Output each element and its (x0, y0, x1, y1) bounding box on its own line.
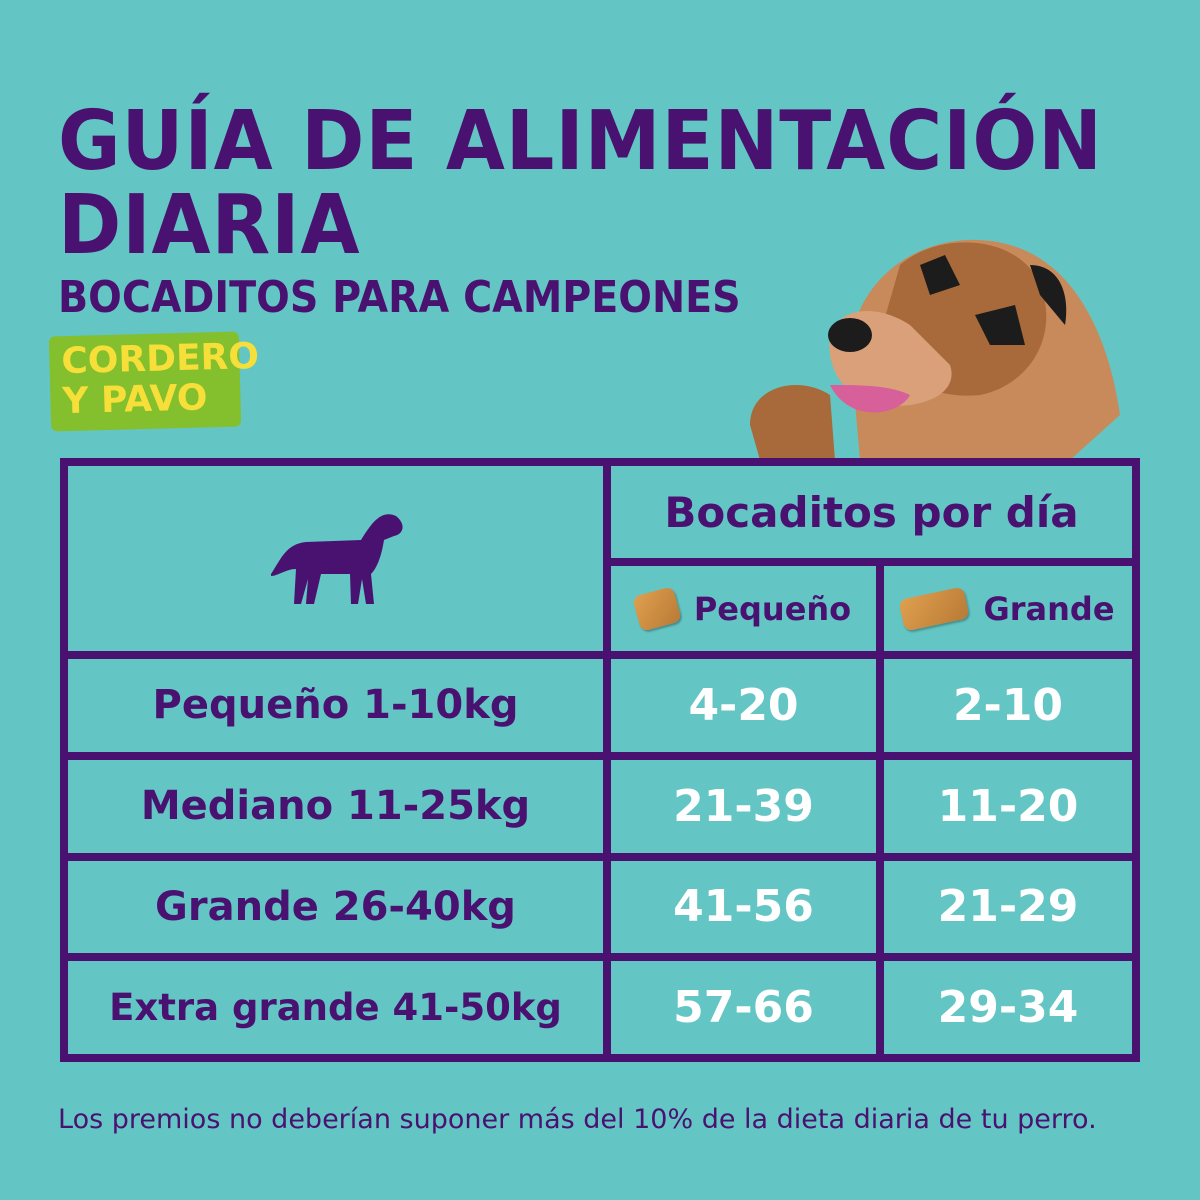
dog-silhouette-icon (270, 513, 403, 604)
column-header-small: Pequeño (611, 566, 876, 651)
cartoon-dog-illustration (750, 239, 1120, 460)
column-header-large: Grande (884, 566, 1132, 651)
value-large: 29-34 (884, 961, 1132, 1054)
value-large: 2-10 (884, 659, 1132, 752)
subtitle: BOCADITOS PARA CAMPEONES (58, 272, 741, 323)
column-group-header: Bocaditos por día (611, 466, 1132, 558)
large-treat-icon (898, 585, 971, 632)
title-line: GUÍA DE ALIMENTACIÓN (58, 94, 1103, 189)
badge-line: Y PAVO (61, 377, 208, 423)
badge-line: CORDERO (60, 336, 260, 383)
flavor-badge: CORDERO Y PAVO (48, 331, 260, 432)
dog-silhouette-cell (68, 466, 603, 651)
value-large: 11-20 (884, 759, 1132, 853)
footnote: Los premios no deberían suponer más del … (58, 1104, 1097, 1135)
value-small: 57-66 (611, 961, 876, 1054)
small-treat-icon (631, 585, 682, 632)
row-label: Pequeño 1-10kg (68, 659, 603, 752)
value-small: 21-39 (611, 759, 876, 853)
row-label: Grande 26-40kg (68, 860, 603, 954)
value-small: 4-20 (611, 659, 876, 752)
row-label: Extra grande 41-50kg (68, 961, 603, 1054)
column-label: Grande (983, 589, 1115, 628)
title-line: DIARIA (58, 178, 361, 273)
feeding-table: Bocaditos por día Pequeño Grande Pequeño… (60, 458, 1140, 1062)
value-large: 21-29 (884, 860, 1132, 954)
page-title: GUÍA DE ALIMENTACIÓN DIARIA (58, 100, 1103, 268)
value-small: 41-56 (611, 860, 876, 954)
row-label: Mediano 11-25kg (68, 759, 603, 853)
column-label: Pequeño (693, 589, 852, 628)
